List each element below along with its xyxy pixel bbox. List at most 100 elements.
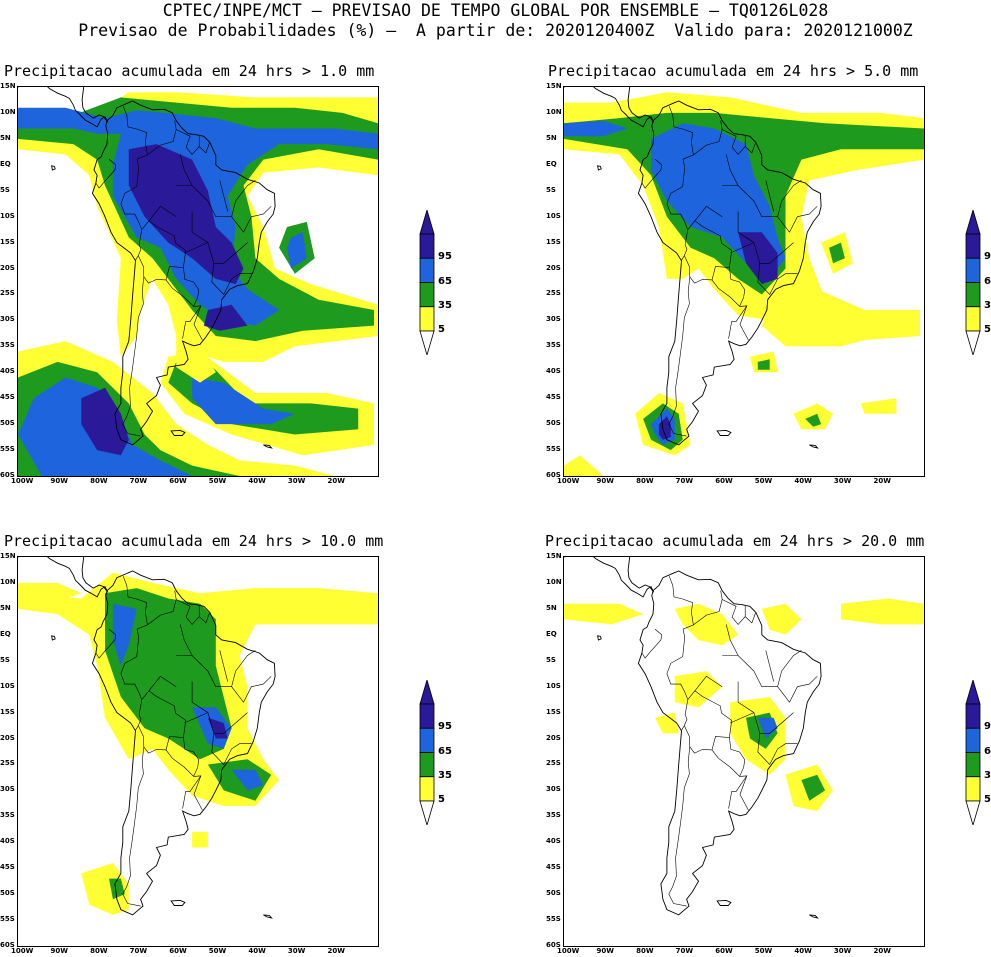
legend-colorbar <box>419 680 435 825</box>
longitude-label: 20W <box>327 947 345 955</box>
latitude-label: 55S <box>0 915 15 924</box>
chart-title-line-2: Previsao de Probabilidades (%) – A parti… <box>78 21 913 40</box>
probability-contour-c65 <box>112 603 137 666</box>
latitude-label: 15N <box>0 82 16 90</box>
probability-contour-c5 <box>674 603 739 646</box>
probability-contour-c35 <box>805 413 822 427</box>
longitude-label: 100W <box>557 947 580 955</box>
probability-contour-c35 <box>757 359 770 370</box>
latitude-label: 35S <box>0 341 15 350</box>
latitude-label: 20S <box>0 263 15 272</box>
south-america-coastline <box>91 570 276 916</box>
political-border <box>757 263 798 296</box>
legend-label: 35 <box>984 299 991 311</box>
political-border <box>122 746 145 907</box>
latitude-label: 50S <box>0 419 15 428</box>
longitude-label: 90W <box>50 477 69 485</box>
probability-contour-c65 <box>192 377 295 425</box>
latitude-label: 20S <box>0 733 15 742</box>
central-america-coastline <box>18 87 109 128</box>
south-georgia <box>809 914 819 919</box>
galapagos-islands <box>597 165 602 171</box>
political-border <box>148 675 177 691</box>
longitude-label: 60W <box>169 477 187 485</box>
latitude-label: 10S <box>546 211 561 220</box>
latitude-label: 15S <box>0 237 15 246</box>
political-border <box>191 211 248 264</box>
longitude-label: 100W <box>557 477 580 485</box>
political-border <box>165 267 200 307</box>
political-border <box>722 185 790 233</box>
political-border <box>191 681 248 734</box>
political-border <box>179 624 193 656</box>
political-border <box>231 650 256 687</box>
probability-contour-c5 <box>655 712 679 734</box>
political-border <box>231 180 256 217</box>
latitude-label: 15S <box>0 707 15 716</box>
political-border <box>744 142 756 154</box>
legend-bottom-arrow <box>965 330 981 355</box>
legend-swatch <box>965 282 981 308</box>
political-border <box>737 681 794 734</box>
political-border <box>722 599 746 625</box>
longitude-label: 40W <box>794 477 812 485</box>
political-border <box>193 305 203 341</box>
latitude-label: 5S <box>0 655 10 664</box>
political-border <box>777 650 802 687</box>
legend-label: 95 <box>438 721 452 733</box>
latitude-label: 10N <box>546 107 562 116</box>
political-border <box>694 205 723 221</box>
probability-contour-c65 <box>287 232 307 269</box>
legend-label: 95 <box>984 251 991 263</box>
falkland-islands <box>716 429 732 436</box>
probability-contour-c5 <box>761 603 802 635</box>
latitude-label: 45S <box>546 393 561 402</box>
political-border <box>725 624 739 656</box>
political-border <box>193 775 203 811</box>
longitude-label: 70W <box>129 947 148 955</box>
legend-swatch <box>965 306 981 332</box>
south-america-coastline <box>91 100 276 446</box>
probability-contour-c5 <box>18 582 82 604</box>
longitude-label: 20W <box>327 477 345 485</box>
legend-top-arrow <box>419 680 435 705</box>
latitude-label: 5S <box>546 655 556 664</box>
latitude-label: 5S <box>0 185 10 194</box>
latitude-label: 45S <box>546 863 561 872</box>
latitude-label: 25S <box>0 289 15 298</box>
latitude-label: 55S <box>546 915 561 924</box>
latitude-label: 15N <box>0 552 16 560</box>
longitude-label: 100W <box>11 477 34 485</box>
south-georgia <box>263 914 273 919</box>
longitude-label: 50W <box>754 477 773 485</box>
longitude-label: 20W <box>873 477 891 485</box>
political-border <box>184 712 209 724</box>
longitude-label: 90W <box>596 947 615 955</box>
political-border <box>243 206 272 233</box>
panel-4-map <box>563 556 925 947</box>
legend-label: 65 <box>438 275 452 287</box>
legend-swatch <box>419 727 435 753</box>
legend-swatch <box>419 233 435 259</box>
latitude-label: 35S <box>0 811 15 820</box>
longitude-label: 90W <box>596 477 615 485</box>
map-canvas <box>564 557 924 919</box>
legend-label: 5 <box>438 324 445 335</box>
latitude-label: 55S <box>546 445 561 454</box>
latitude-label: 25S <box>546 759 561 768</box>
political-border <box>184 242 209 254</box>
probability-contour-c65 <box>231 769 264 791</box>
longitude-label: 30W <box>833 947 852 955</box>
political-border <box>684 220 733 284</box>
central-america-coastline <box>18 557 109 598</box>
political-border <box>211 263 252 296</box>
panel-1-legend: 95 65 35 5 <box>419 210 479 355</box>
panel-2-map <box>563 86 925 477</box>
probability-contour-c5 <box>860 398 897 414</box>
longitude-label: 80W <box>636 477 654 485</box>
longitude-label: 30W <box>287 947 306 955</box>
longitude-label: 50W <box>208 477 227 485</box>
legend-swatch <box>419 703 435 729</box>
political-border <box>722 129 746 155</box>
south-america-coastline <box>637 100 822 446</box>
